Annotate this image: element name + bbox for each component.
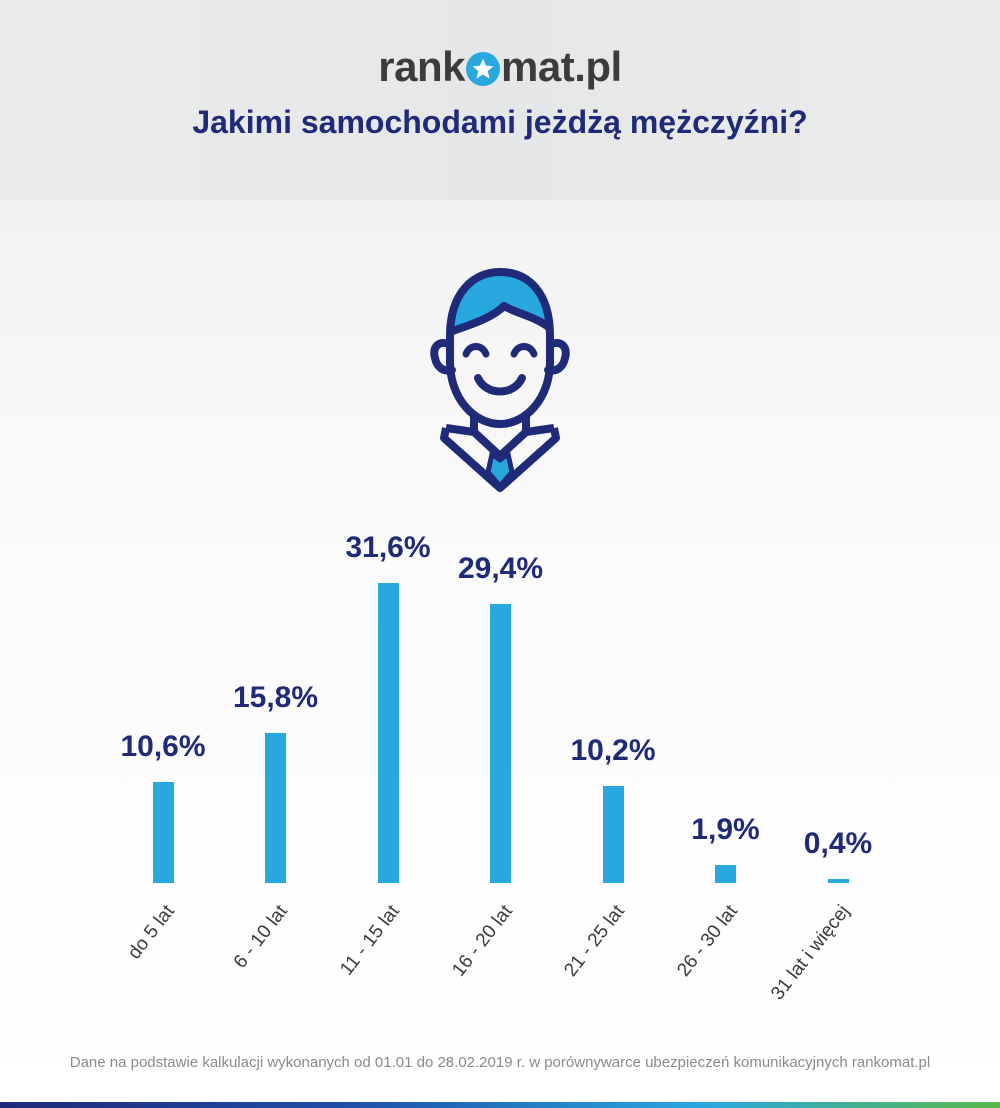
bar-5 [602, 786, 624, 883]
bottom-gradient-bar [0, 1102, 1000, 1108]
man-avatar-icon [422, 262, 578, 497]
category-label: 31 lat i więcej [767, 901, 854, 1005]
bar-value-label: 31,6% [345, 530, 431, 564]
category-label: 16 - 20 lat [447, 901, 517, 981]
footnote: Dane na podstawie kalkulacji wykonanych … [69, 1054, 931, 1071]
bar-chart: 10,6% do 5 lat 15,8% 6 - 10 lat 31,6% 11 - 15… [0, 500, 1000, 1040]
category-label: 6 - 10 lat [229, 901, 292, 973]
bar-6 [715, 864, 736, 883]
bar-2 [265, 732, 286, 883]
category-label: 11 - 15 lat [336, 901, 404, 980]
bar-3 [377, 582, 399, 883]
bar-7 [827, 879, 849, 883]
bar-value-label: 29,4% [457, 551, 544, 585]
bar-value-label: 10,6% [120, 730, 206, 764]
bar-value-label: 1,9% [691, 812, 760, 846]
star-icon [466, 52, 501, 86]
bar-4 [490, 603, 511, 883]
bar-value-label: 0,4% [803, 827, 873, 860]
bar-1 [152, 782, 174, 883]
bar-value-label: 15,8% [232, 680, 319, 714]
category-label: 26 - 30 lat [672, 901, 742, 981]
rankomat-logo: rank mat.pl [0, 42, 1000, 92]
bar-value-label: 10,2% [570, 734, 656, 768]
category-label: 21 - 25 lat [560, 901, 629, 981]
page-title: Jakimi samochodami jeżdżą mężczyźni? [192, 104, 808, 140]
header-band [0, 0, 1000, 200]
logo-text-suffix: mat.pl [501, 43, 622, 90]
category-label: do 5 lat [123, 901, 179, 964]
logo-text-prefix: rank [378, 43, 466, 90]
